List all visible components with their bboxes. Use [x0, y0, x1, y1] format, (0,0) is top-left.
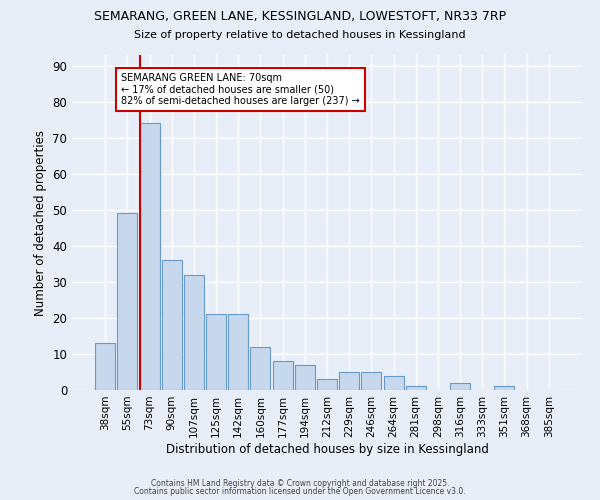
Y-axis label: Number of detached properties: Number of detached properties [34, 130, 47, 316]
Bar [494, 386, 514, 390]
Text: SEMARANG GREEN LANE: 70sqm
← 17% of detached houses are smaller (50)
82% of semi: SEMARANG GREEN LANE: 70sqm ← 17% of deta… [121, 73, 360, 106]
Bar [250, 347, 271, 390]
Bar [295, 365, 315, 390]
Bar [383, 376, 404, 390]
Bar [140, 124, 160, 390]
Bar [317, 379, 337, 390]
Text: Contains public sector information licensed under the Open Government Licence v3: Contains public sector information licen… [134, 487, 466, 496]
Bar [206, 314, 226, 390]
Bar [228, 314, 248, 390]
Bar [339, 372, 359, 390]
Bar [361, 372, 382, 390]
Bar [162, 260, 182, 390]
Text: Size of property relative to detached houses in Kessingland: Size of property relative to detached ho… [134, 30, 466, 40]
Bar [406, 386, 426, 390]
X-axis label: Distribution of detached houses by size in Kessingland: Distribution of detached houses by size … [166, 442, 488, 456]
Text: SEMARANG, GREEN LANE, KESSINGLAND, LOWESTOFT, NR33 7RP: SEMARANG, GREEN LANE, KESSINGLAND, LOWES… [94, 10, 506, 23]
Bar [450, 383, 470, 390]
Bar [184, 274, 204, 390]
Bar [118, 214, 137, 390]
Text: Contains HM Land Registry data © Crown copyright and database right 2025.: Contains HM Land Registry data © Crown c… [151, 478, 449, 488]
Bar [272, 361, 293, 390]
Bar [95, 343, 115, 390]
